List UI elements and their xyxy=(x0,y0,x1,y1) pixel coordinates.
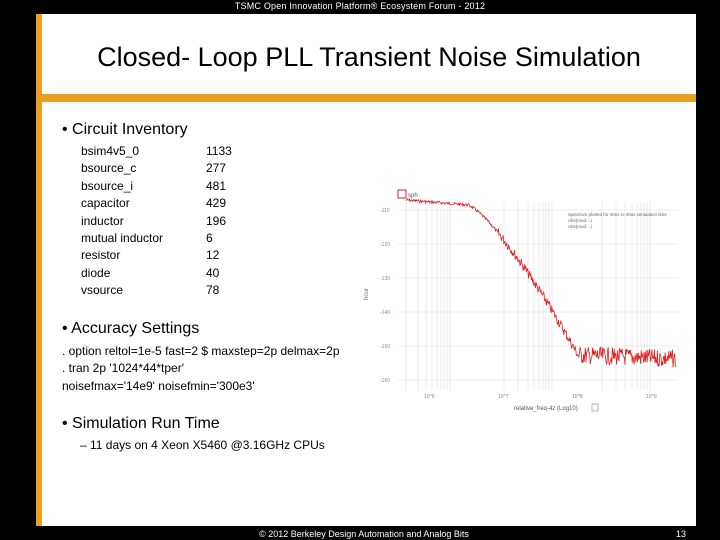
noise-spectrum-plot: sph -110 -120 xyxy=(358,180,680,416)
inventory-count: 6 xyxy=(206,230,213,245)
inventory-name: bsource_c xyxy=(81,161,137,176)
inventory-name: bsim4v5_0 xyxy=(81,144,140,158)
inventory-name: bsource_i xyxy=(81,178,134,193)
inventory-count: 196 xyxy=(206,213,227,228)
inventory-names: bsim4v5_0 bsource_c bsource_i capacitor … xyxy=(81,143,163,300)
legend-label: sph xyxy=(408,193,418,199)
title-divider xyxy=(42,94,696,102)
x-tick-label: 10^9 xyxy=(646,394,657,400)
header-text: TSMC Open Innovation Platform® Ecosystem… xyxy=(234,1,486,11)
accuracy-heading: • Accuracy Settings xyxy=(62,320,200,337)
inventory-counts: 1133 277 481 429 196 6 12 40 78 xyxy=(206,143,232,300)
x-tick-label: 10^6 xyxy=(424,394,435,400)
right-border xyxy=(696,14,720,526)
y-tick-labels: -110 -120 -130 -140 -150 -160 xyxy=(380,208,390,384)
annotation-line: Abs(mod…) xyxy=(568,218,593,223)
runtime-detail: – 11 days on 4 Xeon X5460 @3.16GHz CPUs xyxy=(80,438,325,452)
y-tick-label: -140 xyxy=(380,310,390,316)
accuracy-line: . tran 2p '1024*44*tper' xyxy=(62,361,185,376)
x-tick-label: 10^8 xyxy=(572,394,583,400)
page-number: 13 xyxy=(675,529,686,539)
y-tick-label: -150 xyxy=(380,344,390,350)
y-tick-label: -120 xyxy=(380,242,390,248)
x-axis-icon xyxy=(591,403,599,412)
inventory-count: 78 xyxy=(206,283,220,298)
accuracy-line: . option reltol=1e-5 fast=2 $ maxstep=2p… xyxy=(62,344,340,358)
inventory-name: diode xyxy=(81,265,111,280)
inventory-name: vsource xyxy=(81,283,124,298)
left-accent-bar xyxy=(36,14,42,526)
runtime-heading: • Simulation Run Time xyxy=(62,415,220,432)
x-axis-label: relative_freq-4z (Log10) xyxy=(514,406,578,412)
inventory-count: 277 xyxy=(206,161,227,176)
inventory-count: 1133 xyxy=(206,144,232,158)
annotation-line: Spectrum plotted for 40ns to 40us simula… xyxy=(568,212,667,217)
inventory-name: inductor xyxy=(81,213,124,228)
inventory-count: 481 xyxy=(206,178,227,193)
slide-title: Closed- Loop PLL Transient Noise Simulat… xyxy=(97,42,641,72)
plot-annotation: Spectrum plotted for 40ns to 40us simula… xyxy=(568,212,667,229)
y-tick-label: -110 xyxy=(380,208,390,214)
y-axis-label: hour xyxy=(364,288,370,300)
noise-trace xyxy=(405,197,676,368)
annotation-line: Abs(mod…) xyxy=(568,224,593,229)
inventory-name: resistor xyxy=(81,248,121,263)
footer-text: © 2012 Berkeley Design Automation and An… xyxy=(259,529,469,539)
inventory-name: mutual inductor xyxy=(81,230,164,245)
x-tick-labels: 10^6 10^7 10^8 10^9 xyxy=(424,394,657,400)
plot-grid xyxy=(398,202,678,390)
y-tick-label: -160 xyxy=(380,378,390,384)
y-tick-label: -130 xyxy=(380,276,390,282)
header-bar xyxy=(0,0,720,14)
x-tick-label: 10^7 xyxy=(498,394,509,400)
accuracy-settings: . option reltol=1e-5 fast=2 $ maxstep=2p… xyxy=(62,343,340,395)
inventory-count: 12 xyxy=(206,248,220,263)
inventory-name: capacitor xyxy=(81,196,130,211)
legend-swatch xyxy=(397,189,407,199)
footer-bar xyxy=(0,526,720,540)
inventory-heading: • Circuit Inventory xyxy=(62,121,188,138)
inventory-count: 429 xyxy=(206,196,227,211)
inventory-count: 40 xyxy=(206,265,220,280)
accuracy-line: noisefmax='14e9' noisefmin='300e3' xyxy=(62,378,255,393)
